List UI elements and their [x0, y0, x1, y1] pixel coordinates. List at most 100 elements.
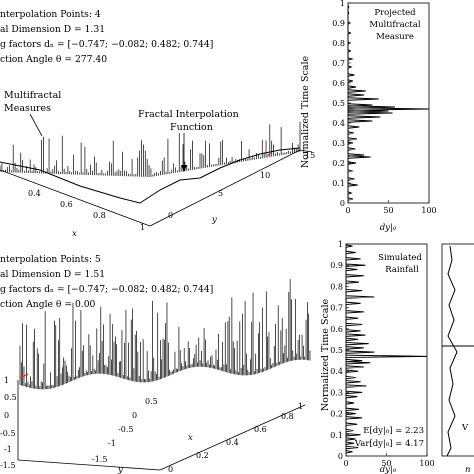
- top-3d-panel: nterpolation Points: 4 al Dimension D = …: [0, 9, 315, 239]
- chart-rainfall-ylabel: Normalized Time Scale: [320, 299, 331, 412]
- bottom-info-block: nterpolation Points: 5 al Dimension D = …: [0, 254, 213, 310]
- chart-rainfall-ytick-label: 0.5: [330, 346, 343, 355]
- chart-projected-xtick-label: 50: [383, 206, 393, 215]
- chart-rainfall-title-1: Simulated: [378, 253, 422, 263]
- chart-rainfall-ytick-label: 0.9: [330, 261, 343, 270]
- chart-projected-ytick-label: 0.4: [332, 119, 345, 128]
- chart-projected-title-2: Multifractal: [369, 20, 421, 30]
- chart-rainfall-ytick-label: 0: [338, 452, 343, 461]
- bottom-y-tick-label: 0: [132, 411, 137, 420]
- chart-rainfall-xtick-label: 100: [419, 459, 434, 468]
- chart-projected: Normalized Time Scale Projected Multifra…: [300, 0, 437, 233]
- chart-rainfall-xlabel: dy|₀: [380, 465, 397, 474]
- chart-projected-title-3: Measure: [376, 32, 414, 42]
- label-fif-1: Fractal Interpolation: [138, 109, 239, 120]
- bottom-3d-axes: [17, 380, 306, 471]
- bottom-y-tick-label: -1: [108, 439, 116, 448]
- chart-projected-ytick-label: 0.6: [332, 79, 345, 88]
- top-x-tick-label: 0.8: [93, 211, 106, 220]
- chart-rainfall-xtick-labels: 0 50 100: [343, 453, 435, 468]
- chart-rainfall-annotation-1: E[dy|₀] = 2.23: [363, 426, 424, 436]
- chart-projected-ytick-label: 0.5: [332, 99, 345, 108]
- third-panel-label-fragment: V: [461, 423, 469, 433]
- top-y-tick-label: 0: [168, 211, 173, 220]
- bottom-x-tick-label: 0.6: [254, 425, 267, 434]
- bottom-x-ticks: 0 0.2 0.4 0.6 0.8 1: [168, 402, 303, 474]
- chart-rainfall: Normalized Time Scale Simulated Rainfall…: [320, 240, 435, 474]
- top-y-label: y: [211, 215, 217, 225]
- bottom-x-tick-label: 0: [168, 465, 173, 474]
- chart-rainfall-ytick-label: 0.6: [330, 325, 343, 334]
- chart-rainfall-title-2: Rainfall: [385, 265, 419, 275]
- bottom-x-label: x: [188, 433, 193, 443]
- third-panel-xlabel: n: [465, 465, 470, 474]
- chart-rainfall-xtick-label: 0: [343, 459, 348, 468]
- chart-projected-series: [347, 5, 430, 201]
- chart-projected-xtick-label: 0: [345, 206, 350, 215]
- bottom-measures: [19, 279, 311, 390]
- bottom-info-line-1: nterpolation Points: 5: [0, 254, 101, 265]
- chart-projected-xtick-label: 100: [421, 206, 436, 215]
- chart-rainfall-ytick-label: 0.8: [330, 282, 343, 291]
- chart-projected-title-1: Projected: [374, 8, 416, 18]
- bottom-left-tick-label: -0.5: [0, 429, 15, 438]
- label-fif-2: Function: [170, 122, 213, 133]
- bottom-info-line-4: ction Angle θ = 0.00: [0, 299, 96, 310]
- chart-projected-ytick-label: 0.1: [332, 179, 345, 188]
- third-panel-frame: [441, 243, 474, 457]
- chart-projected-ytick-labels: 0 0.1 0.2 0.3 0.4 0.5 0.6 0.7 0.8 0.9 1: [332, 0, 351, 208]
- chart-projected-xlabel: dy|₀: [380, 223, 397, 233]
- chart-rainfall-ytick-label: 0.2: [330, 410, 343, 419]
- chart-projected-ytick-label: 0.9: [332, 19, 345, 28]
- chart-projected-ytick-label: 0.8: [332, 39, 345, 48]
- bottom-x-tick-label: 0.8: [281, 412, 294, 421]
- top-fif-accent: [267, 152, 273, 156]
- bottom-y-tick-label: -0.5: [118, 425, 133, 434]
- bottom-info-line-3: g factors dₙ = [−0.747; −0.082; 0.482; 0…: [0, 284, 213, 295]
- top-x-tick-label: 0.6: [60, 200, 73, 209]
- top-y-tick-label: 5: [218, 189, 223, 198]
- top-y-tick-label: 10: [260, 171, 270, 180]
- bottom-y-label: y: [117, 465, 123, 474]
- chart-rainfall-ytick-label: 0.4: [330, 367, 343, 376]
- bottom-x-tick-label: 0.2: [196, 451, 209, 460]
- bottom-left-tick-label: 1: [4, 376, 9, 385]
- chart-rainfall-ytick-labels: 0 0.1 0.2 0.3 0.4 0.5 0.6 0.7 0.8 0.9 1: [330, 240, 349, 461]
- top-info-line-1: nterpolation Points: 4: [0, 9, 101, 20]
- bottom-x-tick-label: 1: [298, 402, 303, 411]
- top-x-tick-label: 0.4: [28, 189, 41, 198]
- top-info-block: nterpolation Points: 4 al Dimension D = …: [0, 9, 213, 65]
- bottom-left-tick-label: -1.5: [0, 461, 15, 470]
- top-x-label: x: [72, 229, 77, 239]
- bottom-y-ticks: -1.5 -1 -0.5 0 0.5: [92, 397, 158, 464]
- chart-projected-xtick-labels: 0 50 100: [345, 200, 437, 215]
- bottom-y-tick-label: -1.5: [92, 455, 107, 464]
- chart-projected-ytick-label: 0: [340, 199, 345, 208]
- chart-projected-ytick-label: 0.3: [332, 139, 345, 148]
- chart-projected-ytick-label: 1: [340, 0, 345, 8]
- label-multifractal-2: Measures: [4, 103, 51, 114]
- fif-pointer-head: [181, 165, 187, 172]
- chart-rainfall-ytick-label: 0.1: [330, 431, 343, 440]
- bottom-accent-mark: [19, 373, 29, 379]
- bottom-left-tick-label: -1: [4, 445, 12, 454]
- third-panel: V n: [441, 243, 474, 474]
- bottom-y-tick-label: 0.5: [145, 397, 158, 406]
- top-fif-curve: [0, 147, 301, 204]
- chart-rainfall-xtick-label: 50: [381, 459, 391, 468]
- top-3d-axes: [0, 149, 313, 227]
- label-multifractal-1: Multifractal: [4, 90, 61, 101]
- bottom-3d-panel: nterpolation Points: 5 al Dimension D = …: [0, 254, 311, 474]
- top-info-line-4: ction Angle θ = 277.40: [0, 54, 107, 65]
- top-y-ticks: 0 5 10 15: [168, 151, 315, 220]
- bottom-left-ticks: 1 0.5 0 -0.5 -1 -1.5: [0, 376, 17, 470]
- top-measures: [0, 121, 301, 177]
- top-info-line-3: g factors dₙ = [−0.747; −0.082; 0.482; 0…: [0, 39, 213, 50]
- third-panel-series: [446, 245, 458, 457]
- bottom-left-tick-label: 0: [4, 411, 9, 420]
- bottom-left-tick-label: 0.5: [4, 393, 17, 402]
- chart-projected-ytick-label: 0.7: [332, 59, 345, 68]
- chart-rainfall-ytick-label: 0.7: [330, 304, 343, 313]
- chart-projected-ylabel: Normalized Time Scale: [300, 56, 311, 169]
- multifractal-pointer: [29, 113, 43, 137]
